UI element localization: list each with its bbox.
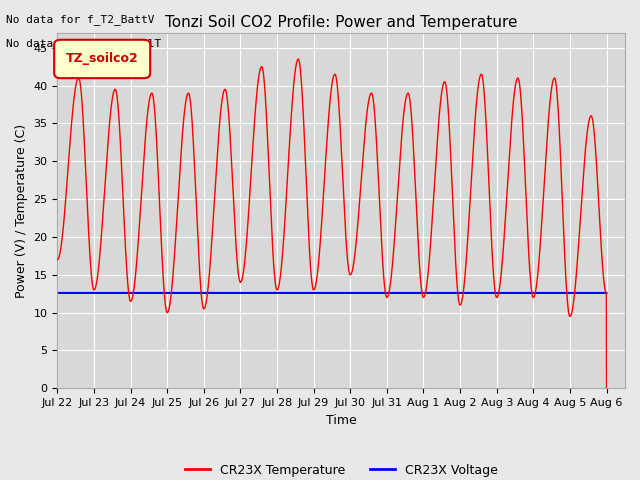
X-axis label: Time: Time [326, 414, 356, 427]
Legend: CR23X Temperature, CR23X Voltage: CR23X Temperature, CR23X Voltage [180, 459, 502, 480]
Title: Tonzi Soil CO2 Profile: Power and Temperature: Tonzi Soil CO2 Profile: Power and Temper… [165, 15, 517, 30]
Text: No data for f_T2_BattV: No data for f_T2_BattV [6, 14, 155, 25]
Text: No data for f_T2_PanelT: No data for f_T2_PanelT [6, 38, 162, 49]
Y-axis label: Power (V) / Temperature (C): Power (V) / Temperature (C) [15, 123, 28, 298]
Text: TZ_soilco2: TZ_soilco2 [66, 52, 139, 65]
